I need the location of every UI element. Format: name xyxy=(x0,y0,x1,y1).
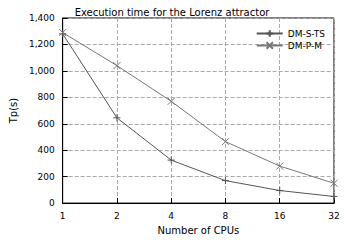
svg-text:DM-P-M: DM-P-M xyxy=(288,41,322,51)
svg-text:800: 800 xyxy=(37,92,54,102)
svg-text:32: 32 xyxy=(328,211,339,221)
svg-text:4: 4 xyxy=(168,211,174,221)
svg-text:16: 16 xyxy=(274,211,286,221)
svg-text:600: 600 xyxy=(37,119,54,129)
svg-text:8: 8 xyxy=(223,211,229,221)
svg-text:Tp(s): Tp(s) xyxy=(8,98,19,125)
svg-text:1,000: 1,000 xyxy=(29,66,55,76)
svg-text:200: 200 xyxy=(37,172,54,182)
svg-text:1,400: 1,400 xyxy=(29,13,55,23)
svg-text:Number of CPUs: Number of CPUs xyxy=(157,225,239,236)
svg-text:0: 0 xyxy=(49,198,55,208)
svg-text:2: 2 xyxy=(114,211,120,221)
svg-text:1,200: 1,200 xyxy=(29,39,55,49)
svg-text:1: 1 xyxy=(60,211,66,221)
svg-text:Execution time for the Lorenz: Execution time for the Lorenz attractor xyxy=(75,7,271,18)
svg-text:400: 400 xyxy=(37,145,54,155)
svg-text:DM-S-TS: DM-S-TS xyxy=(288,29,326,39)
